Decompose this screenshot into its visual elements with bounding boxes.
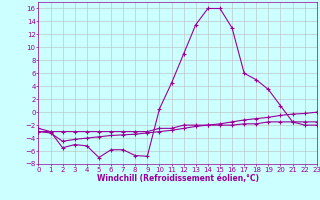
X-axis label: Windchill (Refroidissement éolien,°C): Windchill (Refroidissement éolien,°C) xyxy=(97,174,259,183)
